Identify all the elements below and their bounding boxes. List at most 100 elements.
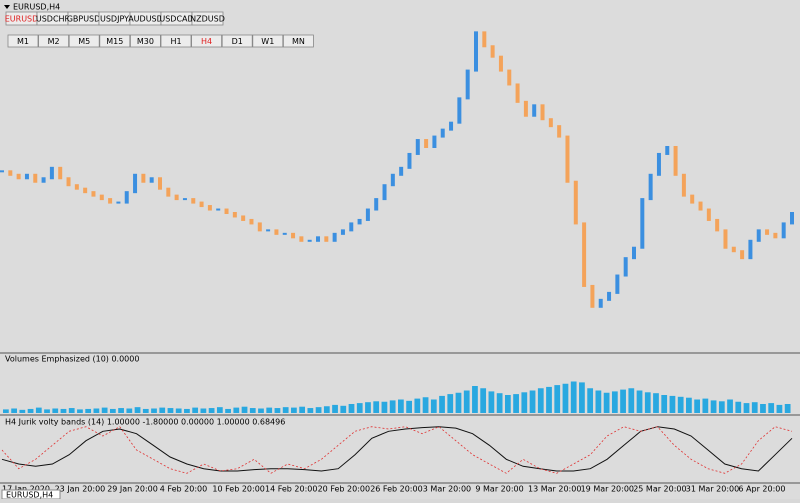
volume-bar: [208, 408, 215, 413]
timeframe-button[interactable]: [68, 34, 100, 48]
price-bar: [174, 194, 179, 201]
volume-bar: [93, 408, 100, 413]
price-bar: [640, 198, 645, 249]
price-bar: [149, 177, 154, 183]
price-bar: [673, 146, 678, 176]
price-bar: [781, 222, 786, 239]
volume-bar: [504, 395, 511, 413]
price-bar: [681, 173, 686, 197]
price-bar: [532, 104, 537, 117]
x-tick-label: 23 Jan 20:00: [55, 485, 106, 494]
timeframe-button[interactable]: [99, 34, 131, 48]
price-bar: [282, 232, 287, 235]
volume-bar: [323, 406, 330, 413]
x-tick-label: 25 Mar 20:00: [633, 485, 686, 494]
price-bar: [41, 177, 46, 183]
volume-bar: [151, 408, 157, 413]
timeframe-label[interactable]: M5: [78, 37, 90, 46]
volume-bar: [266, 407, 273, 413]
timeframe-button[interactable]: [160, 34, 192, 48]
price-bar: [340, 229, 345, 235]
timeframe-label[interactable]: H4: [201, 37, 212, 46]
price-bar: [299, 236, 304, 242]
volume-bar: [109, 408, 116, 413]
menu-arrow[interactable]: [4, 5, 10, 9]
price-bar: [440, 128, 445, 138]
volume-bar: [620, 389, 626, 413]
price-bar: [99, 194, 104, 201]
symbol-label[interactable]: EURUSD: [5, 15, 39, 24]
volume-bar: [562, 383, 569, 413]
volume-bar: [85, 408, 92, 413]
volume-bar: [636, 390, 643, 413]
volume-bar: [101, 407, 108, 413]
price-bar: [407, 152, 412, 169]
symbol-button[interactable]: [191, 11, 224, 26]
timeframe-button[interactable]: [7, 34, 39, 48]
price-bar: [382, 184, 387, 201]
price-bar: [590, 284, 595, 308]
volume-bar: [44, 409, 50, 413]
price-bar: [349, 222, 354, 232]
volume-bar: [472, 386, 478, 413]
symbol-label[interactable]: NZDUSD: [190, 15, 225, 24]
price-bar: [249, 218, 254, 225]
volume-bar: [595, 390, 602, 413]
price-bar: [0, 170, 4, 173]
x-tick-label: 26 Feb 20:00: [370, 485, 422, 494]
timeframe-button[interactable]: [282, 34, 314, 48]
symbol-label[interactable]: AUDUSD: [128, 15, 163, 24]
volume-bar: [669, 395, 676, 413]
price-bar: [424, 139, 429, 148]
symbol-label[interactable]: USDJPY: [100, 15, 129, 24]
price-bar: [474, 31, 478, 72]
price-bar: [232, 212, 237, 218]
price-bar: [274, 229, 279, 235]
price-bar: [74, 184, 79, 190]
timeframe-label[interactable]: H1: [170, 37, 181, 46]
timeframe-button[interactable]: [129, 34, 161, 48]
timeframe-label[interactable]: MN: [292, 37, 305, 46]
volume-bar: [554, 385, 561, 413]
volume-bar: [258, 408, 264, 413]
volume-bar: [521, 392, 528, 413]
symbol-label[interactable]: USDCHF: [36, 15, 70, 24]
volume-bar: [406, 400, 412, 413]
jurik-line: [1, 426, 793, 472]
volume-bar: [299, 406, 306, 413]
symbol-label[interactable]: GBPUSD: [67, 15, 101, 24]
volume-bar: [603, 392, 610, 413]
timeframe-button[interactable]: [191, 34, 223, 48]
price-bar: [540, 104, 545, 121]
price-bar: [332, 232, 337, 242]
price-bar: [482, 31, 487, 48]
volume-bar: [241, 406, 248, 413]
price-bar: [374, 198, 379, 211]
timeframe-button[interactable]: [252, 34, 284, 48]
timeframe-label[interactable]: M2: [48, 37, 60, 46]
price-bar: [523, 100, 528, 117]
price-bar: [91, 191, 96, 197]
price-bar: [307, 239, 312, 242]
timeframe-label[interactable]: M30: [137, 37, 154, 46]
price-bar: [415, 139, 420, 155]
price-bar: [241, 215, 246, 221]
chart-tab-label[interactable]: EURUSD,H4: [6, 491, 53, 500]
price-bar: [166, 187, 171, 197]
volume-bar: [628, 388, 635, 413]
x-tick-label: 4 Feb 20:00: [160, 485, 207, 494]
timeframe-button[interactable]: [221, 34, 253, 48]
volume-bar: [77, 409, 83, 413]
price-bar: [656, 152, 661, 176]
price-bar: [449, 121, 454, 131]
timeframe-label[interactable]: M15: [106, 37, 123, 46]
volume-bar: [447, 394, 454, 413]
timeframe-label[interactable]: M1: [17, 37, 29, 46]
timeframe-button[interactable]: [38, 34, 69, 48]
volume-bar: [694, 399, 701, 413]
timeframe-label[interactable]: D1: [232, 37, 243, 46]
timeframe-label[interactable]: W1: [261, 37, 274, 46]
symbol-label[interactable]: USDCAD: [159, 15, 193, 24]
volume-bar: [587, 388, 594, 413]
volume-bar: [537, 388, 544, 413]
